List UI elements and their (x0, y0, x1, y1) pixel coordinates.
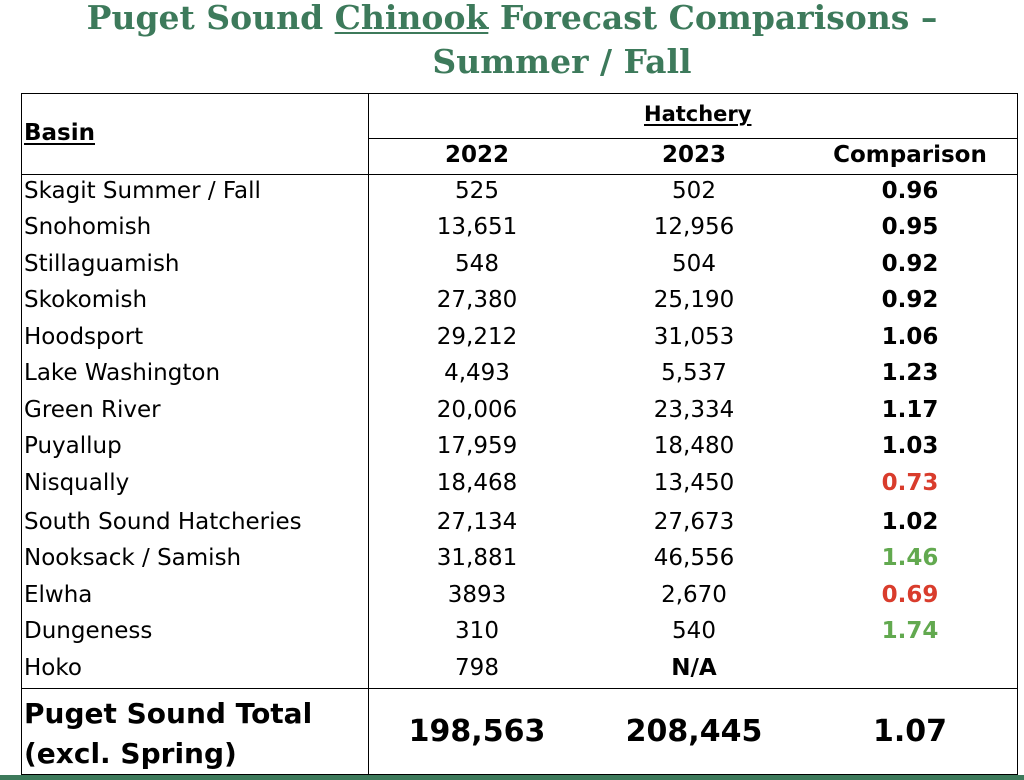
basin-header: Basin (24, 120, 95, 146)
comparison-value: 0.96 (881, 178, 939, 204)
forecast-table: Basin Hatchery 2022 2023 Comparison Skag… (21, 93, 1018, 775)
value-2023: N/A (671, 655, 717, 681)
value-2023: 502 (672, 178, 716, 204)
comparison-value: 1.74 (881, 618, 939, 644)
col-header-comparison: Comparison (833, 142, 987, 168)
table-row: Stillaguamish 548 504 0.92 (22, 247, 1017, 283)
col-header-2023: 2023 (661, 142, 726, 168)
value-2022: 27,134 (436, 509, 518, 535)
title-post: Forecast Comparisons – (488, 0, 938, 37)
basin-name: Dungeness (24, 618, 153, 644)
comparison-value: 1.03 (881, 433, 939, 459)
basin-name: Hoko (24, 655, 82, 681)
table-row: Skagit Summer / Fall 525 502 0.96 (22, 174, 1017, 210)
total-2022: 198,563 (408, 714, 546, 749)
title-line-1: Puget Sound Chinook Forecast Comparisons… (0, 0, 1024, 40)
value-2022: 17,959 (436, 433, 518, 459)
comparison-value: 0.92 (881, 251, 939, 277)
basin-name: Stillaguamish (24, 251, 180, 277)
basin-name: Puyallup (24, 433, 122, 459)
value-2022: 548 (455, 251, 499, 277)
total-label-line-2: (excl. Spring) (24, 737, 237, 770)
value-2023: 23,334 (653, 397, 735, 423)
value-2022: 4,493 (444, 360, 510, 386)
comparison-value: 1.17 (881, 397, 939, 423)
basin-name: South Sound Hatcheries (24, 509, 302, 535)
value-2022: 27,380 (436, 287, 518, 313)
value-2023: 12,956 (653, 214, 735, 240)
total-label: Puget Sound Total (excl. Spring) (24, 694, 312, 774)
value-2023: 18,480 (653, 433, 735, 459)
value-2023: 2,670 (661, 582, 727, 608)
total-divider (22, 688, 1017, 689)
comparison-value: 1.02 (881, 509, 939, 535)
value-2023: 31,053 (653, 324, 735, 350)
comparison-value: 0.69 (881, 582, 939, 608)
value-2022: 798 (455, 655, 499, 681)
basin-name: Skagit Summer / Fall (24, 178, 261, 204)
total-comparison: 1.07 (872, 714, 948, 749)
value-2023: 25,190 (653, 287, 735, 313)
table-row: South Sound Hatcheries 27,134 27,673 1.02 (22, 505, 1017, 541)
table-row: Snohomish 13,651 12,956 0.95 (22, 210, 1017, 246)
footer-bar (0, 775, 1024, 780)
value-2022: 20,006 (436, 397, 518, 423)
header-divider-lower (22, 174, 1017, 175)
basin-name: Lake Washington (24, 360, 221, 386)
table-row: Nisqually 18,468 13,450 0.73 (22, 466, 1017, 502)
col-header-2022: 2022 (444, 142, 509, 168)
value-2022: 31,881 (436, 545, 518, 571)
basin-name: Hoodsport (24, 324, 144, 350)
total-label-line-1: Puget Sound Total (24, 697, 313, 730)
hatchery-header: Hatchery (644, 102, 752, 126)
comparison-value: 0.95 (881, 214, 939, 240)
title-chinook: Chinook (334, 0, 489, 37)
comparison-value: 0.73 (881, 470, 939, 496)
value-2023: 13,450 (653, 470, 735, 496)
column-divider (368, 94, 369, 774)
table-row: Green River 20,006 23,334 1.17 (22, 393, 1017, 429)
table-row: Dungeness 310 540 1.74 (22, 614, 1017, 650)
value-2022: 310 (455, 618, 499, 644)
basin-name: Snohomish (24, 214, 152, 240)
total-2023: 208,445 (625, 714, 763, 749)
comparison-value: 1.46 (881, 545, 939, 571)
header-divider-upper (368, 138, 1017, 139)
title-pre: Puget Sound (86, 0, 335, 37)
comparison-value: 0.92 (881, 287, 939, 313)
table-row: Hoodsport 29,212 31,053 1.06 (22, 320, 1017, 356)
table-row: Lake Washington 4,493 5,537 1.23 (22, 356, 1017, 392)
title-line-2: Summer / Fall (432, 42, 692, 81)
basin-name: Elwha (24, 582, 93, 608)
table-row: Nooksack / Samish 31,881 46,556 1.46 (22, 541, 1017, 577)
table-row: Hoko 798 N/A (22, 651, 1017, 687)
value-2022: 29,212 (436, 324, 518, 350)
comparison-value: 1.23 (881, 360, 939, 386)
comparison-value: 1.06 (881, 324, 939, 350)
basin-name: Green River (24, 397, 161, 423)
value-2023: 540 (672, 618, 716, 644)
table-row: Elwha 3893 2,670 0.69 (22, 578, 1017, 614)
table-row: Puyallup 17,959 18,480 1.03 (22, 429, 1017, 465)
value-2023: 5,537 (661, 360, 727, 386)
value-2023: 504 (672, 251, 716, 277)
basin-name: Skokomish (24, 287, 148, 313)
value-2023: 46,556 (653, 545, 735, 571)
table-row: Skokomish 27,380 25,190 0.92 (22, 283, 1017, 319)
basin-name: Nisqually (24, 470, 130, 496)
value-2022: 13,651 (436, 214, 518, 240)
value-2022: 18,468 (436, 470, 518, 496)
basin-name: Nooksack / Samish (24, 545, 242, 571)
value-2022: 3893 (447, 582, 507, 608)
value-2022: 525 (455, 178, 499, 204)
value-2023: 27,673 (653, 509, 735, 535)
